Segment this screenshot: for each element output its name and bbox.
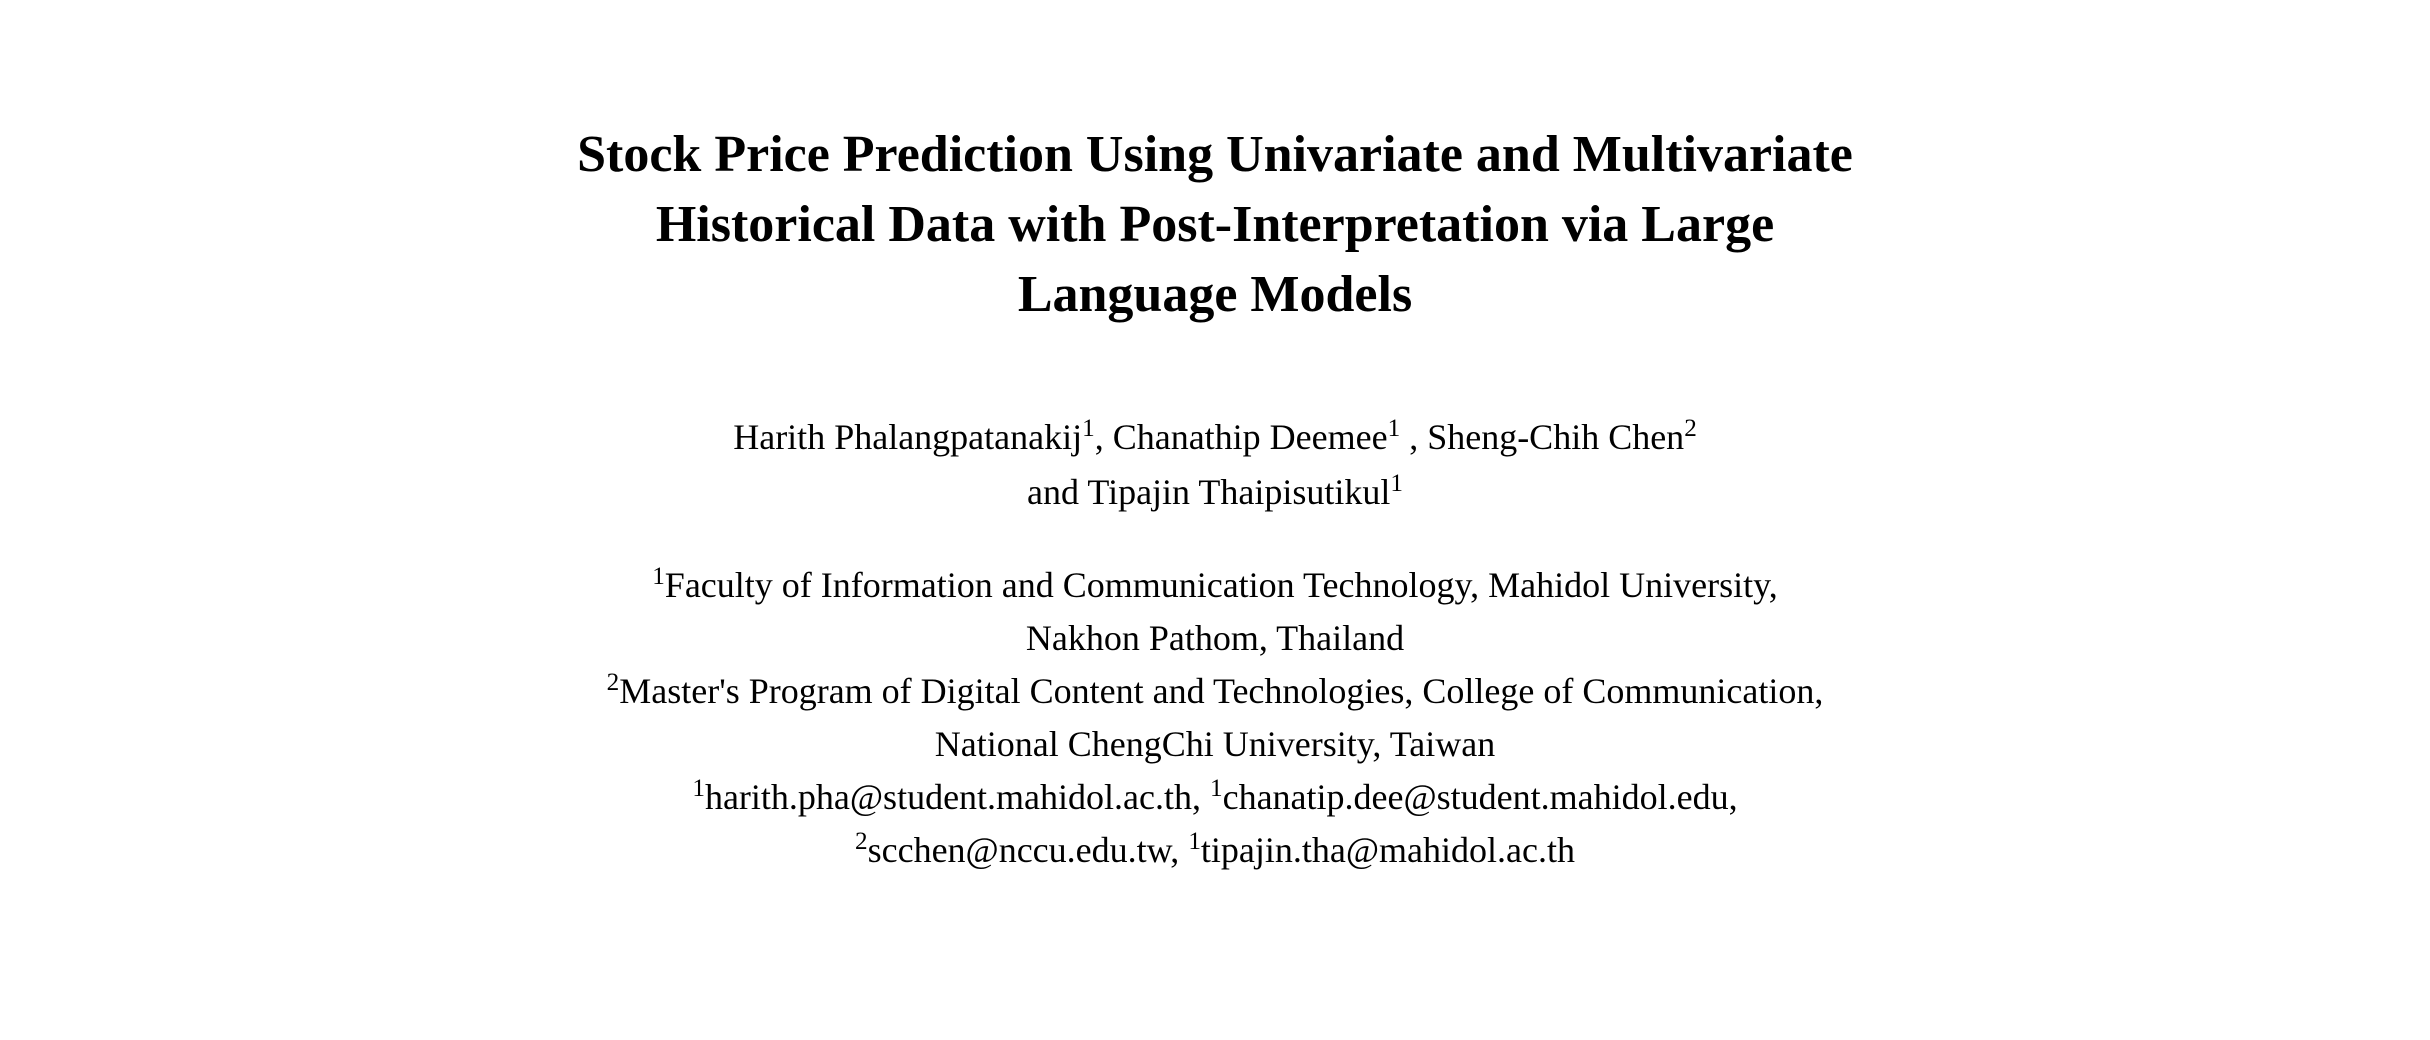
affil-sup: 1: [652, 563, 665, 590]
affil-text: National ChengChi University, Taiwan: [935, 724, 1495, 764]
email-text: scchen@nccu.edu.tw,: [868, 830, 1189, 870]
email-text: tipajin.tha@mahidol.ac.th: [1201, 830, 1575, 870]
affiliation-line-6: 2scchen@nccu.edu.tw, 1tipajin.tha@mahido…: [607, 824, 1824, 875]
affil-sup: 2: [855, 828, 868, 855]
authors-line-2: and Tipajin Thaipisutikul1: [733, 466, 1697, 517]
author-affil-sup: 1: [1082, 415, 1095, 442]
email-text: chanatip.dee@student.mahidol.edu,: [1223, 777, 1738, 817]
affiliation-line-1: 1Faculty of Information and Communicatio…: [607, 559, 1824, 610]
paper-title: Stock Price Prediction Using Univariate …: [577, 120, 1853, 331]
author-affil-sup: 1: [1390, 470, 1403, 497]
affil-text: Master's Program of Digital Content and …: [619, 671, 1823, 711]
title-line-1: Stock Price Prediction Using Univariate …: [577, 120, 1853, 190]
affiliation-line-5: 1harith.pha@student.mahidol.ac.th, 1chan…: [607, 771, 1824, 822]
title-line-2: Historical Data with Post-Interpretation…: [577, 190, 1853, 260]
author-name: , Chanathip Deemee: [1095, 417, 1388, 457]
affil-sup: 1: [692, 775, 705, 802]
affil-sup: 1: [1188, 828, 1201, 855]
affiliation-line-2: Nakhon Pathom, Thailand: [607, 613, 1824, 663]
authors-line-1: Harith Phalangpatanakij1, Chanathip Deem…: [733, 411, 1697, 462]
affil-sup: 1: [1210, 775, 1223, 802]
title-line-3: Language Models: [577, 260, 1853, 330]
affil-sup: 2: [607, 669, 620, 696]
email-text: harith.pha@student.mahidol.ac.th,: [705, 777, 1210, 817]
authors-block: Harith Phalangpatanakij1, Chanathip Deem…: [733, 411, 1697, 522]
author-name: Harith Phalangpatanakij: [733, 417, 1082, 457]
author-affil-sup: 1: [1388, 415, 1401, 442]
author-name: and Tipajin Thaipisutikul: [1027, 472, 1390, 512]
author-name: , Sheng-Chih Chen: [1400, 417, 1684, 457]
author-affil-sup: 2: [1684, 415, 1697, 442]
affil-text: Nakhon Pathom, Thailand: [1026, 618, 1404, 658]
affiliations-block: 1Faculty of Information and Communicatio…: [607, 559, 1824, 877]
affiliation-line-3: 2Master's Program of Digital Content and…: [607, 665, 1824, 716]
affil-text: Faculty of Information and Communication…: [665, 565, 1778, 605]
affiliation-line-4: National ChengChi University, Taiwan: [607, 719, 1824, 769]
